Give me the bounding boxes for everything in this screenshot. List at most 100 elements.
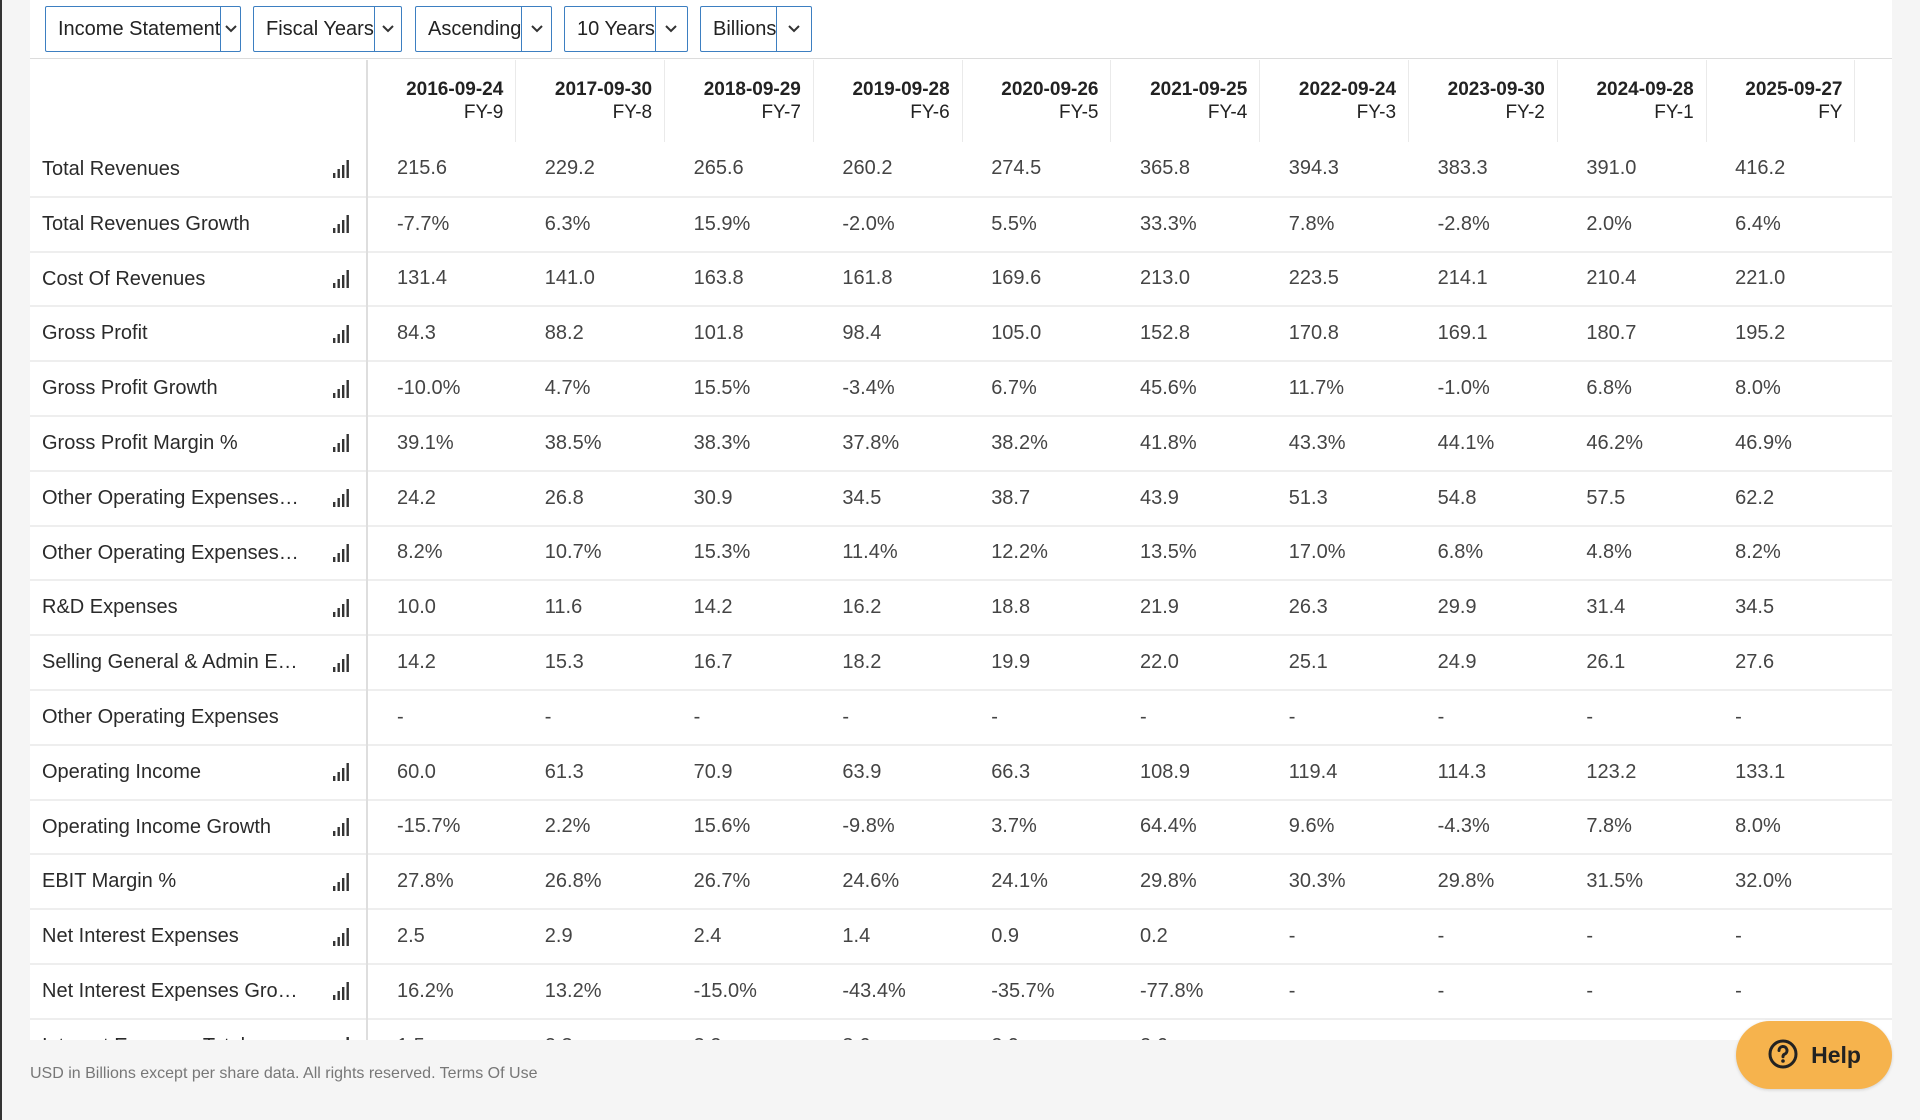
value-cell: 66.3 [991, 760, 1031, 783]
value-cell: 15.9% [693, 212, 751, 235]
row-label-cell: Selling General & Admin E… [30, 635, 368, 690]
table-row: Selling General & Admin E… 14.2 15.3 16.7 18… [30, 635, 1892, 690]
value-cell: 43.3% [1288, 431, 1346, 454]
table-row: Cost Of Revenues 131.4 141.0 163.8 161.8 169.… [30, 251, 1892, 307]
statement-type-select[interactable]: Income Statement [45, 6, 241, 52]
row-label-cell: Cost Of Revenues [30, 251, 368, 307]
period-fiscal-label: FY-6 [910, 102, 950, 123]
value-cell: 41.8% [1139, 431, 1197, 454]
value-cell: 54.8 [1437, 486, 1477, 509]
help-button[interactable]: Help [1736, 1021, 1892, 1089]
value-cell: 64.4% [1139, 815, 1197, 838]
value-cell: 39.1% [397, 431, 454, 454]
bar-chart-icon[interactable] [332, 598, 350, 624]
value-cell: 6.8% [1586, 377, 1632, 400]
row-spacer [1855, 635, 1892, 690]
value-cell: 30.9 [693, 486, 733, 509]
row-spacer [1855, 306, 1892, 361]
column-header-period: 2025-09-27 FY [1706, 60, 1856, 142]
chevron-down-icon[interactable] [220, 7, 240, 51]
period-date: 2022-09-24 [1298, 79, 1397, 100]
bar-chart-icon[interactable] [332, 269, 350, 295]
value-cell: 163.8 [693, 267, 744, 290]
period-type-select-value: Fiscal Years [266, 17, 374, 40]
value-cell: - [1437, 705, 1445, 728]
value-cell: 46.9% [1735, 431, 1792, 454]
value-cell: 3.7% [991, 815, 1037, 838]
row-label-cell: Total Revenues [30, 142, 368, 197]
value-cell: 274.5 [991, 157, 1042, 180]
value-cell: 229.2 [544, 157, 595, 180]
value-cell: -7.7% [397, 212, 450, 235]
table-scroll-area[interactable]: 2016-09-24 FY-9 2017-09-30 FY-8 2018-09-29 FY… [30, 60, 1892, 1040]
column-header-period: 2024-09-28 FY-1 [1557, 60, 1707, 142]
value-cell: 152.8 [1139, 322, 1191, 345]
chevron-down-icon[interactable] [654, 7, 687, 51]
bar-chart-icon[interactable] [332, 872, 350, 898]
row-label: R&D Expenses [42, 596, 178, 619]
bar-chart-icon[interactable] [332, 379, 350, 405]
value-cell: 24.2 [397, 486, 436, 509]
bar-chart-icon[interactable] [332, 543, 350, 569]
value-cell: 5.5% [991, 212, 1037, 235]
row-label-cell: Gross Profit [30, 306, 368, 362]
value-cell: 70.9 [693, 760, 733, 783]
value-cell: 214.1 [1437, 267, 1488, 290]
value-cell: 119.4 [1288, 760, 1338, 783]
value-cell: 169.1 [1437, 322, 1488, 345]
income-statement-table: 2016-09-24 FY-9 2017-09-30 FY-8 2018-09-29 FY… [30, 60, 1892, 1040]
value-cell: 38.5% [544, 431, 602, 454]
bar-chart-icon[interactable] [332, 981, 350, 1007]
bar-chart-icon[interactable] [332, 214, 350, 240]
value-cell: 22.0 [1139, 651, 1179, 674]
table-row: Other Operating Expenses… 24.2 26.8 30.9 34.… [30, 470, 1892, 526]
bar-chart-icon[interactable] [332, 653, 350, 679]
value-cell: 29.8% [1139, 870, 1197, 893]
value-cell: - [1288, 705, 1296, 728]
row-label-cell: R&D Expenses [30, 580, 368, 636]
bar-chart-icon[interactable] [332, 817, 350, 843]
sort-order-select[interactable]: Ascending [415, 6, 552, 52]
value-cell: - [991, 705, 998, 728]
value-cell: 11.6 [544, 596, 583, 619]
value-cell: 223.5 [1288, 267, 1339, 290]
value-cell: 391.0 [1586, 157, 1637, 180]
value-cell: 169.6 [991, 267, 1042, 290]
value-cell: 170.8 [1288, 322, 1339, 345]
period-date: 2024-09-28 [1596, 79, 1694, 100]
value-cell: 16.2% [397, 979, 454, 1002]
bar-chart-icon[interactable] [332, 1036, 350, 1040]
row-spacer [1855, 580, 1892, 635]
bar-chart-icon[interactable] [332, 324, 350, 350]
value-cell: -77.8% [1139, 979, 1204, 1002]
value-cell: 34.5 [1735, 596, 1775, 619]
period-date: 2017-09-30 [554, 79, 653, 100]
row-spacer [1855, 909, 1892, 964]
chevron-down-icon[interactable] [521, 7, 551, 51]
value-cell: 33.3% [1139, 212, 1197, 235]
column-header-period: 2017-09-30 FY-8 [515, 60, 666, 142]
bar-chart-icon[interactable] [332, 927, 350, 953]
period-date: 2018-09-29 [703, 79, 801, 100]
bar-chart-icon[interactable] [332, 762, 350, 788]
row-label: Selling General & Admin E… [42, 651, 298, 674]
period-type-select[interactable]: Fiscal Years [253, 6, 402, 52]
column-header-period: 2022-09-24 FY-3 [1259, 60, 1410, 142]
value-cell: 14.2 [397, 651, 436, 674]
bar-chart-icon[interactable] [332, 433, 350, 459]
range-select[interactable]: 10 Years [564, 6, 688, 52]
period-date: 2016-09-24 [406, 79, 504, 100]
chevron-down-icon[interactable] [776, 7, 811, 51]
period-date: 2023-09-30 [1447, 79, 1545, 100]
bar-chart-icon[interactable] [332, 159, 350, 185]
column-header-period: 2018-09-29 FY-7 [664, 60, 814, 142]
value-cell: 38.2% [991, 431, 1048, 454]
chevron-down-icon[interactable] [373, 7, 401, 51]
row-spacer [1855, 471, 1892, 526]
units-select[interactable]: Billions [700, 6, 812, 52]
value-cell: 215.6 [397, 157, 448, 180]
value-cell: 27.6 [1735, 651, 1775, 674]
value-cell: 30.3% [1288, 870, 1346, 893]
row-label: Operating Income Growth [42, 815, 271, 838]
bar-chart-icon[interactable] [332, 488, 350, 514]
